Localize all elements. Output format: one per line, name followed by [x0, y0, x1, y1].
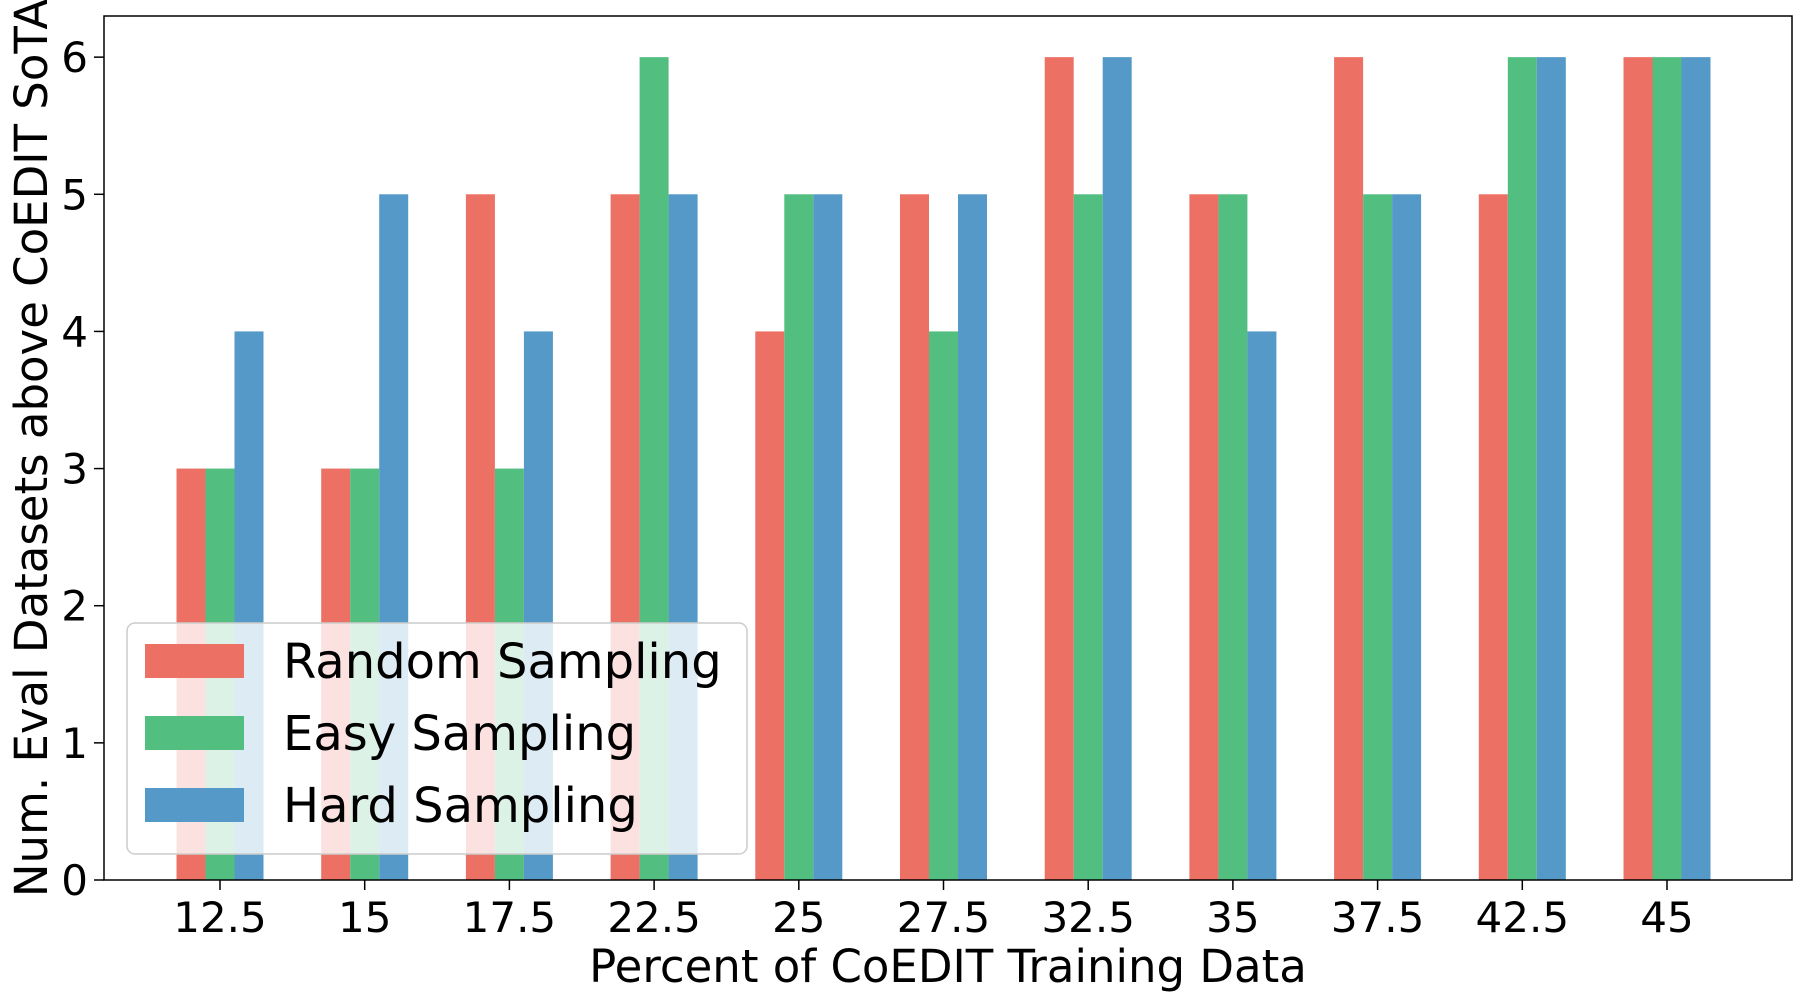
legend: Random Sampling Easy Sampling Hard Samplin… — [126, 622, 748, 855]
y-axis: 0 1 2 3 4 5 6 — [61, 33, 104, 905]
bar-hard-sampling-25 — [813, 194, 843, 881]
bar-easy-sampling-42.5 — [1507, 57, 1537, 880]
bar-hard-sampling-37.5 — [1392, 194, 1422, 881]
legend-label-random-sampling: Random Sampling — [283, 634, 722, 690]
bar-random-sampling-37.5 — [1334, 57, 1364, 880]
x-tick-label: 15 — [338, 893, 391, 942]
x-tick-label: 35 — [1206, 893, 1259, 942]
bar-random-sampling-25 — [755, 331, 785, 880]
bar-easy-sampling-25 — [784, 194, 814, 881]
y-tick-label: 5 — [61, 170, 88, 219]
x-tick-label: 25 — [772, 893, 825, 942]
bar-random-sampling-35 — [1189, 194, 1219, 881]
x-tick-label: 42.5 — [1476, 893, 1570, 942]
legend-swatch-easy-sampling — [145, 716, 244, 750]
plot-frame — [103, 15, 1793, 881]
y-tick-label: 2 — [61, 582, 88, 631]
bar-hard-sampling-35 — [1247, 331, 1277, 880]
x-tick-label: 22.5 — [607, 893, 701, 942]
x-axis: 12.5 15 17.5 22.5 25 27.5 32.5 35 37.5 42.5 45 — [173, 880, 1694, 942]
x-tick-label: 37.5 — [1331, 893, 1425, 942]
bar-hard-sampling-42.5 — [1536, 57, 1566, 880]
bar-hard-sampling-27.5 — [958, 194, 987, 881]
bar-easy-sampling-32.5 — [1073, 194, 1103, 881]
bar-easy-sampling-37.5 — [1363, 194, 1393, 881]
x-tick-label: 27.5 — [897, 893, 991, 942]
x-tick-label: 17.5 — [463, 893, 557, 942]
bar-random-sampling-45 — [1623, 57, 1653, 880]
legend-box — [126, 622, 748, 855]
bar-easy-sampling-35 — [1218, 194, 1248, 881]
x-tick-label: 12.5 — [173, 893, 267, 942]
legend-label-hard-sampling: Hard Sampling — [283, 778, 638, 834]
y-tick-label: 3 — [61, 445, 88, 494]
legend-swatch-random-sampling — [145, 644, 244, 678]
x-tick-label: 45 — [1640, 893, 1693, 942]
bar-random-sampling-27.5 — [900, 194, 929, 881]
bar-hard-sampling-32.5 — [1102, 57, 1132, 880]
y-tick-label: 4 — [61, 307, 88, 356]
legend-label-easy-sampling: Easy Sampling — [283, 706, 636, 762]
y-tick-label: 0 — [61, 856, 88, 905]
legend-swatch-hard-sampling — [145, 788, 244, 822]
x-axis-title: Percent of CoEDIT Training Data — [589, 940, 1307, 993]
bar-random-sampling-32.5 — [1044, 57, 1074, 880]
y-tick-label: 6 — [61, 33, 88, 82]
bar-hard-sampling-45 — [1681, 57, 1711, 880]
bar-easy-sampling-27.5 — [929, 331, 958, 880]
bar-easy-sampling-45 — [1652, 57, 1682, 880]
y-axis-title: Num. Eval Datasets above CoEDIT SoTA — [5, 0, 58, 897]
x-tick-label: 32.5 — [1041, 893, 1135, 942]
bar-random-sampling-42.5 — [1478, 194, 1508, 881]
y-tick-label: 1 — [61, 719, 88, 768]
